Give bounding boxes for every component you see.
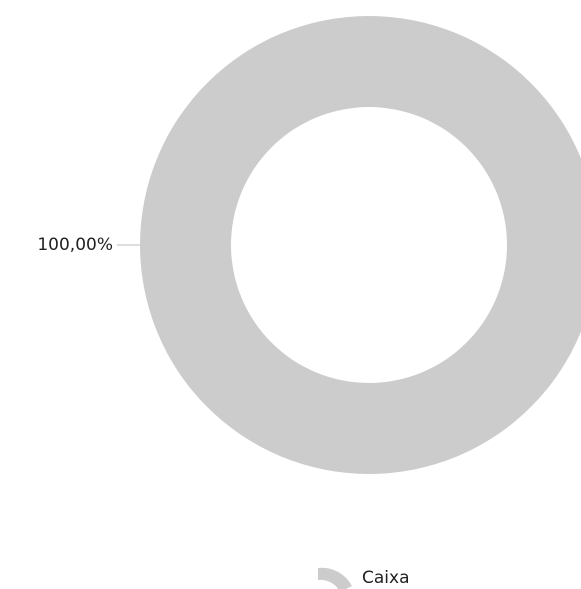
donut [140, 16, 581, 474]
legend-swatch [318, 567, 352, 589]
data-labels: 100,00% [37, 235, 140, 255]
legend: Caixa [318, 567, 410, 589]
legend-label: Caixa [362, 568, 410, 588]
data-label: 100,00% [37, 235, 113, 255]
donut-slice [140, 16, 581, 474]
